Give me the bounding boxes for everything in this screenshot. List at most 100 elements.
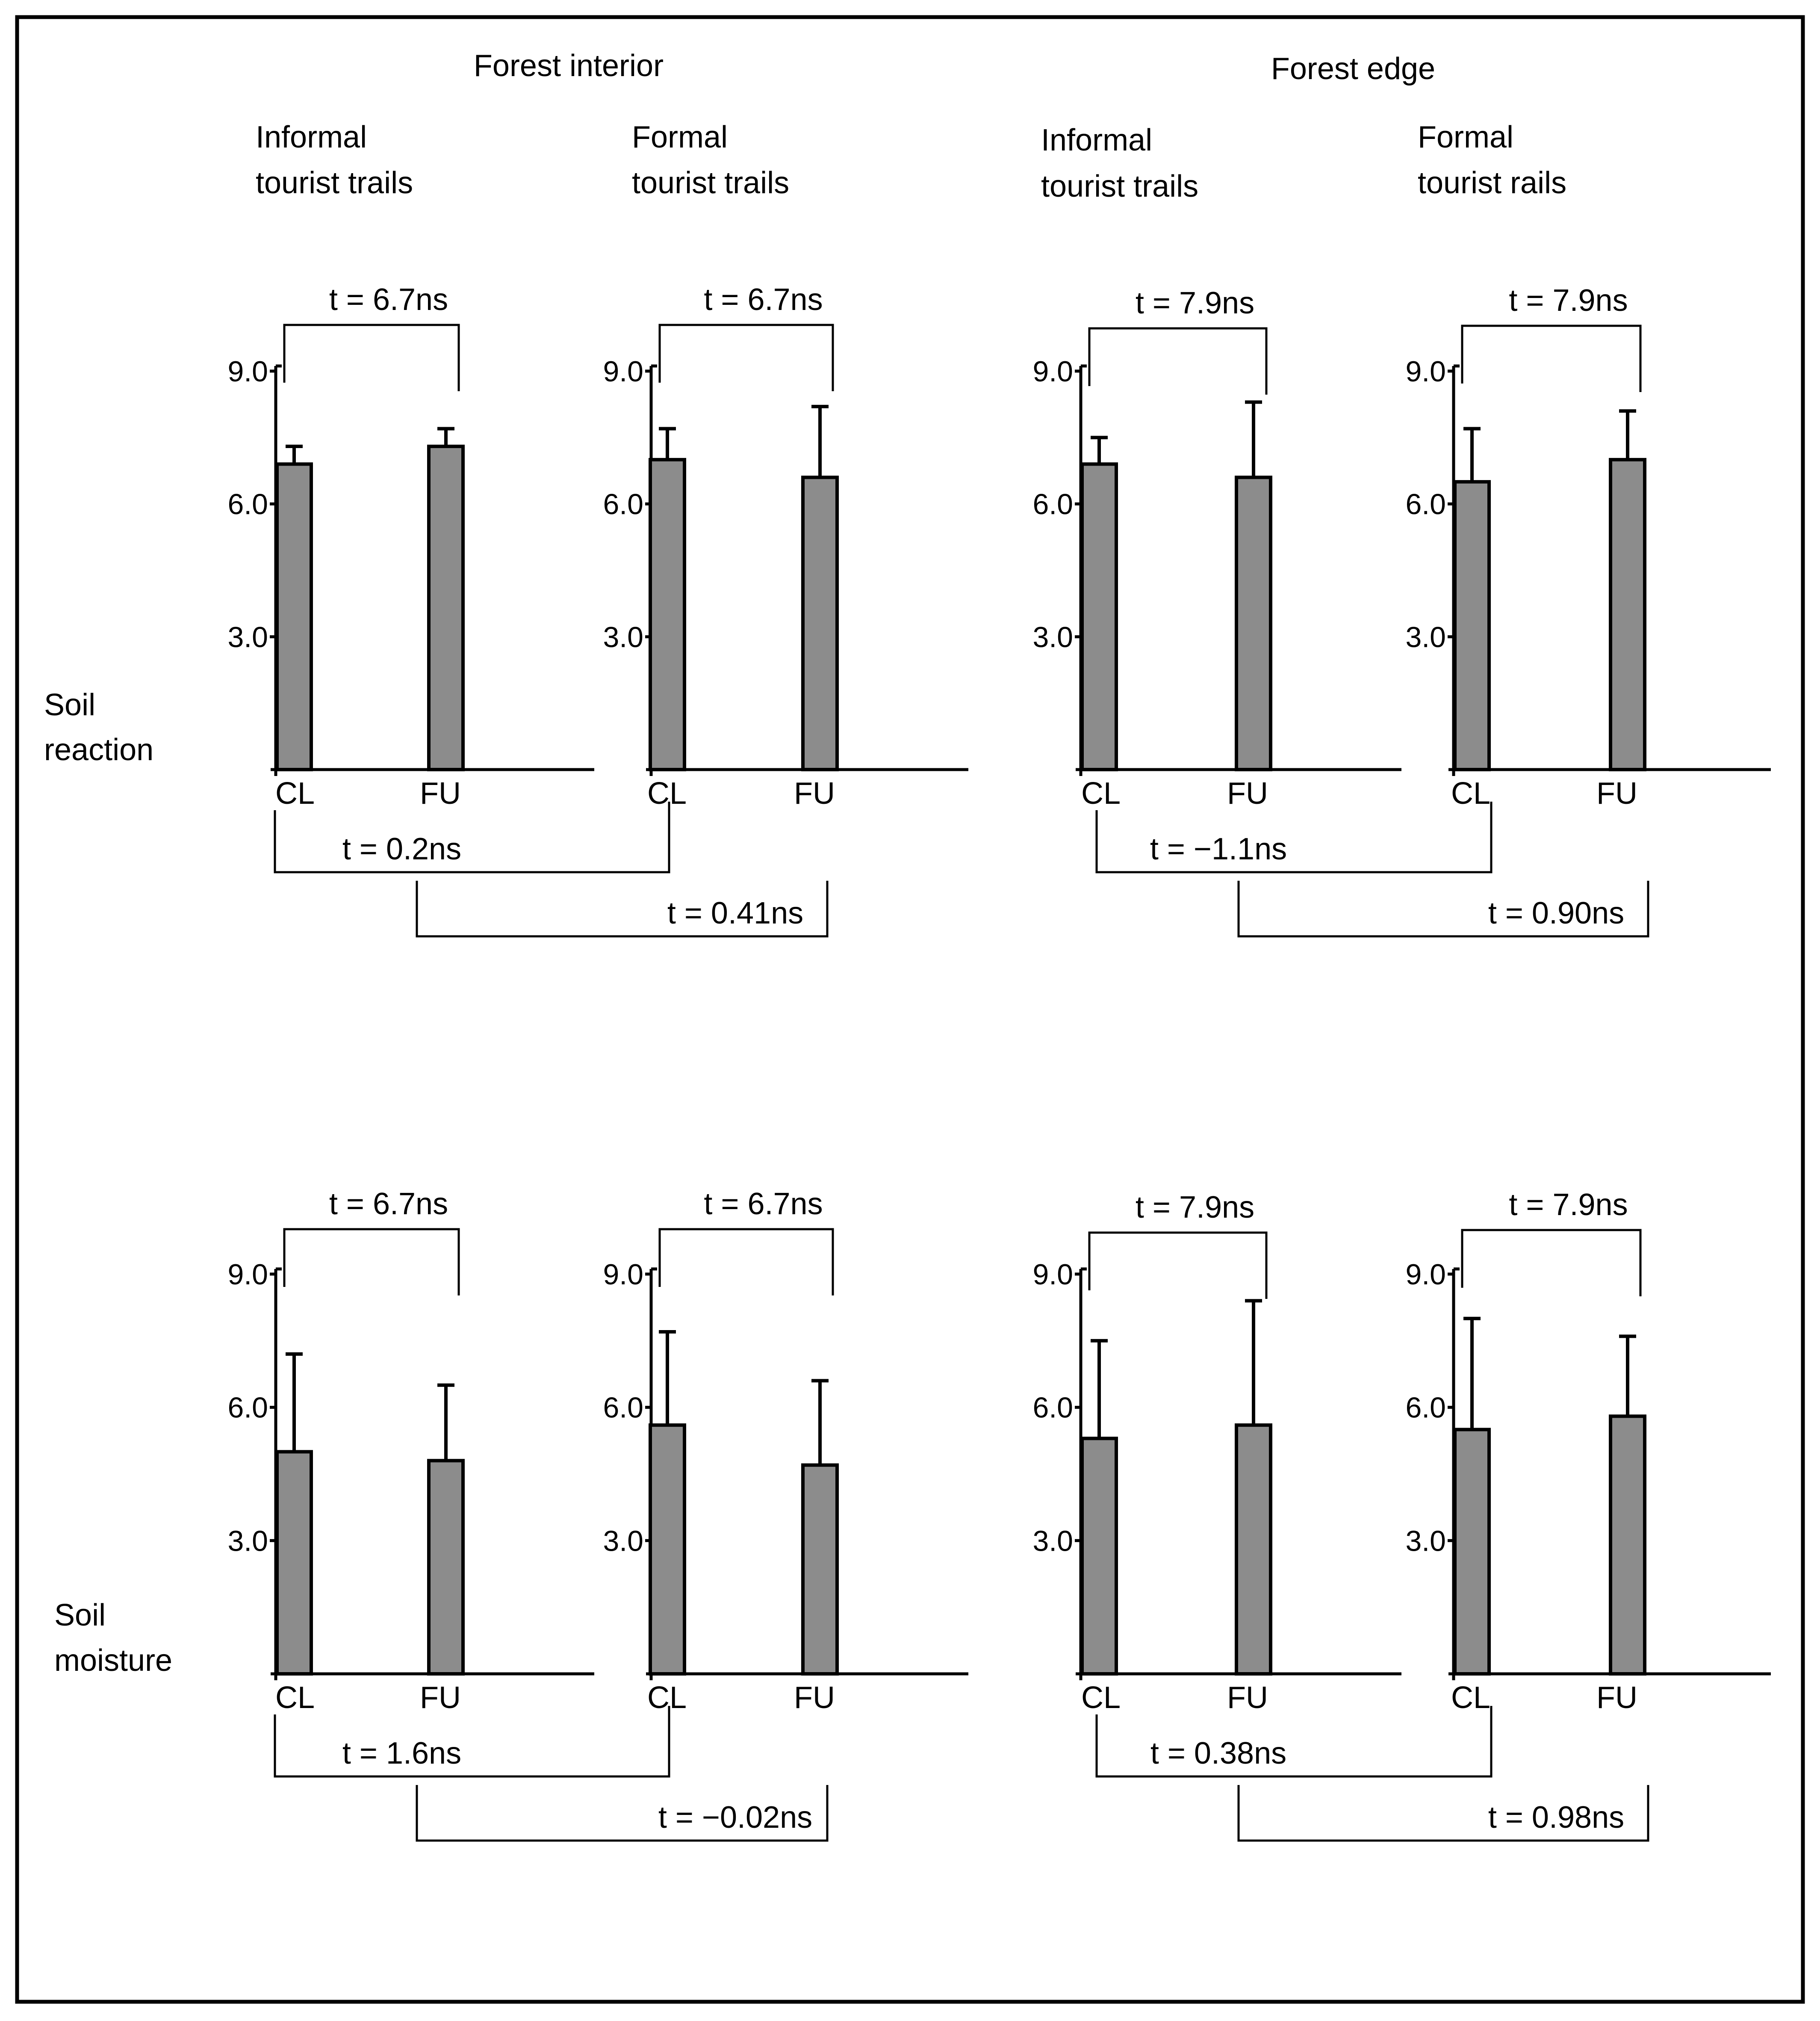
row0-panel3-bracket [1461, 325, 1642, 392]
row1-panel1-ytick-label: 9.0 [603, 1258, 643, 1291]
row1-panel2-ytick-label: 6.0 [1032, 1392, 1073, 1424]
soil-reaction-label-line2: reaction [44, 733, 153, 767]
row0-panel2-bracket [1088, 327, 1268, 395]
fi-informal-header-line2: tourist trails [256, 166, 413, 200]
fi-formal-header-line2: tourist trails [632, 166, 789, 200]
row1-cross-t-test-interior-CL: t = 1.6ns [342, 1736, 461, 1770]
soil-reaction-label-line1: Soil [44, 688, 95, 722]
row0-panel3-bar-FU [1609, 458, 1646, 771]
row0-panel0-bracket [283, 324, 460, 391]
row0-panel1-ytick-label: 3.0 [603, 621, 643, 653]
row1-panel1-cat-CL: CL [647, 1681, 687, 1715]
row0-cross-bracket-edge-FU [1237, 881, 1649, 938]
row1-cross-t-test-edge-CL: t = 0.38ns [1150, 1736, 1286, 1770]
row1-panel1-ytick-label: 3.0 [603, 1525, 643, 1557]
row1-cross-bracket-edge-CL [1095, 1706, 1493, 1778]
fi-formal-header-line1: Formal [632, 120, 728, 154]
row1-panel0-bracket [283, 1228, 460, 1295]
row1-panel0-cat-FU: FU [420, 1681, 461, 1715]
row0-panel2-bar-CL [1080, 462, 1118, 771]
row0-panel1-t-test: t = 6.7ns [704, 283, 823, 317]
row1-panel2-ytick-label: 9.0 [1032, 1258, 1073, 1291]
row0-panel1-ytick-label: 9.0 [603, 355, 643, 388]
row0-panel0-t-test: t = 6.7ns [329, 283, 448, 317]
row0-cross-bracket-interior-FU [416, 881, 829, 938]
row1-panel0-cat-CL: CL [275, 1681, 315, 1715]
row1-panel3-ytick-label: 6.0 [1405, 1392, 1446, 1424]
row0-panel1-cat-CL: CL [647, 776, 687, 811]
row0-panel0-cat-FU: FU [420, 776, 461, 811]
row1-panel2-bar-FU [1235, 1423, 1272, 1676]
row0-panel1-cat-FU: FU [794, 776, 835, 811]
row0-panel3-ytick-label: 6.0 [1405, 488, 1446, 521]
row1-panel2-t-test: t = 7.9ns [1136, 1190, 1254, 1224]
row1-panel3-ytick-label: 9.0 [1405, 1258, 1446, 1291]
row0-panel1-bar-CL [649, 458, 686, 771]
row0-panel0-ytick-label: 6.0 [227, 488, 268, 521]
forest-interior-header: Forest interior [474, 49, 664, 83]
fe-formal-header-line1: Formal [1418, 120, 1513, 154]
row0-panel2-ytick-label: 9.0 [1032, 355, 1073, 388]
row0-cross-t-test-interior-FU: t = 0.41ns [667, 896, 803, 930]
row1-cross-t-test-interior-FU: t = −0.02ns [658, 1800, 812, 1835]
row1-panel2-cat-CL: CL [1081, 1681, 1121, 1715]
row0-panel2-cat-FU: FU [1227, 776, 1268, 811]
fi-informal-header-line1: Informal [256, 120, 367, 154]
row0-panel3-t-test: t = 7.9ns [1509, 283, 1628, 318]
soil-moisture-label-line2: moisture [54, 1643, 172, 1678]
row1-panel3-ytick-label: 3.0 [1405, 1525, 1446, 1557]
plots: 3.0 6.0 9.0 CL FU t = 6.7ns 3.0 6.0 9.0 CL FU t = 6… [227, 283, 1771, 1842]
fe-informal-header-line2: tourist trails [1041, 169, 1198, 204]
row0-panel2-bar-FU [1235, 475, 1272, 771]
row0-cross-t-test-interior-CL: t = 0.2ns [342, 832, 461, 866]
row1-panel0-ytick-label: 9.0 [227, 1258, 268, 1291]
row1-panel0-ytick-label: 6.0 [227, 1392, 268, 1424]
row1-panel0-bar-CL [275, 1450, 313, 1676]
row0-panel1-bar-FU [801, 475, 839, 771]
row1-panel3-cat-FU: FU [1596, 1681, 1637, 1715]
row0-panel0-bar-FU [427, 445, 465, 771]
row1-panel0-t-test: t = 6.7ns [329, 1187, 448, 1221]
row0-panel0-cat-CL: CL [275, 776, 315, 811]
row1-panel2-bar-CL [1080, 1437, 1118, 1676]
row1-panel3-cat-CL: CL [1451, 1681, 1490, 1715]
row1-panel2-cat-FU: FU [1227, 1681, 1268, 1715]
row0-panel0-bar-CL [275, 462, 313, 771]
row0-panel3-cat-FU: FU [1596, 776, 1637, 811]
row1-panel0-bar-FU [427, 1459, 465, 1676]
row0-panel2-ytick-label: 3.0 [1032, 621, 1073, 653]
row1-panel2-bracket [1088, 1231, 1268, 1299]
row1-panel1-bar-CL [649, 1423, 686, 1676]
row1-panel3-bracket [1461, 1229, 1642, 1296]
row1-panel0-ytick-label: 3.0 [227, 1525, 268, 1557]
forest-edge-header: Forest edge [1271, 52, 1435, 86]
row0-cross-bracket-interior-CL [274, 802, 670, 873]
row1-panel3-bar-FU [1609, 1414, 1646, 1676]
fe-informal-header-line1: Informal [1041, 123, 1152, 157]
figure-frame [15, 15, 1805, 2004]
row0-cross-t-test-edge-CL: t = −1.1ns [1150, 832, 1287, 866]
row1-panel2-ytick-label: 3.0 [1032, 1525, 1073, 1557]
row1-panel1-ytick-label: 6.0 [603, 1392, 643, 1424]
row1-cross-bracket-interior-CL [274, 1706, 670, 1778]
fe-formal-header-line2: tourist rails [1418, 166, 1566, 200]
row1-panel1-t-test: t = 6.7ns [704, 1187, 823, 1221]
row0-cross-t-test-edge-FU: t = 0.90ns [1488, 896, 1624, 930]
row1-cross-bracket-interior-FU [416, 1785, 829, 1842]
row1-panel3-bar-CL [1453, 1428, 1491, 1676]
soil-moisture-label-line1: Soil [54, 1598, 106, 1632]
row0-cross-bracket-edge-CL [1095, 802, 1493, 873]
row0-panel3-ytick-label: 3.0 [1405, 621, 1446, 653]
row0-panel3-ytick-label: 9.0 [1405, 355, 1446, 388]
row0-panel2-ytick-label: 6.0 [1032, 488, 1073, 521]
row1-cross-t-test-edge-FU: t = 0.98ns [1488, 1800, 1624, 1835]
row0-panel0-ytick-label: 3.0 [227, 621, 268, 653]
row0-panel2-t-test: t = 7.9ns [1136, 286, 1254, 320]
row0-panel0-ytick-label: 9.0 [227, 355, 268, 388]
row1-panel1-bar-FU [801, 1463, 839, 1676]
row1-panel1-cat-FU: FU [794, 1681, 835, 1715]
row1-panel1-bracket [658, 1228, 834, 1295]
row0-panel1-ytick-label: 6.0 [603, 488, 643, 521]
row0-panel2-cat-CL: CL [1081, 776, 1121, 811]
